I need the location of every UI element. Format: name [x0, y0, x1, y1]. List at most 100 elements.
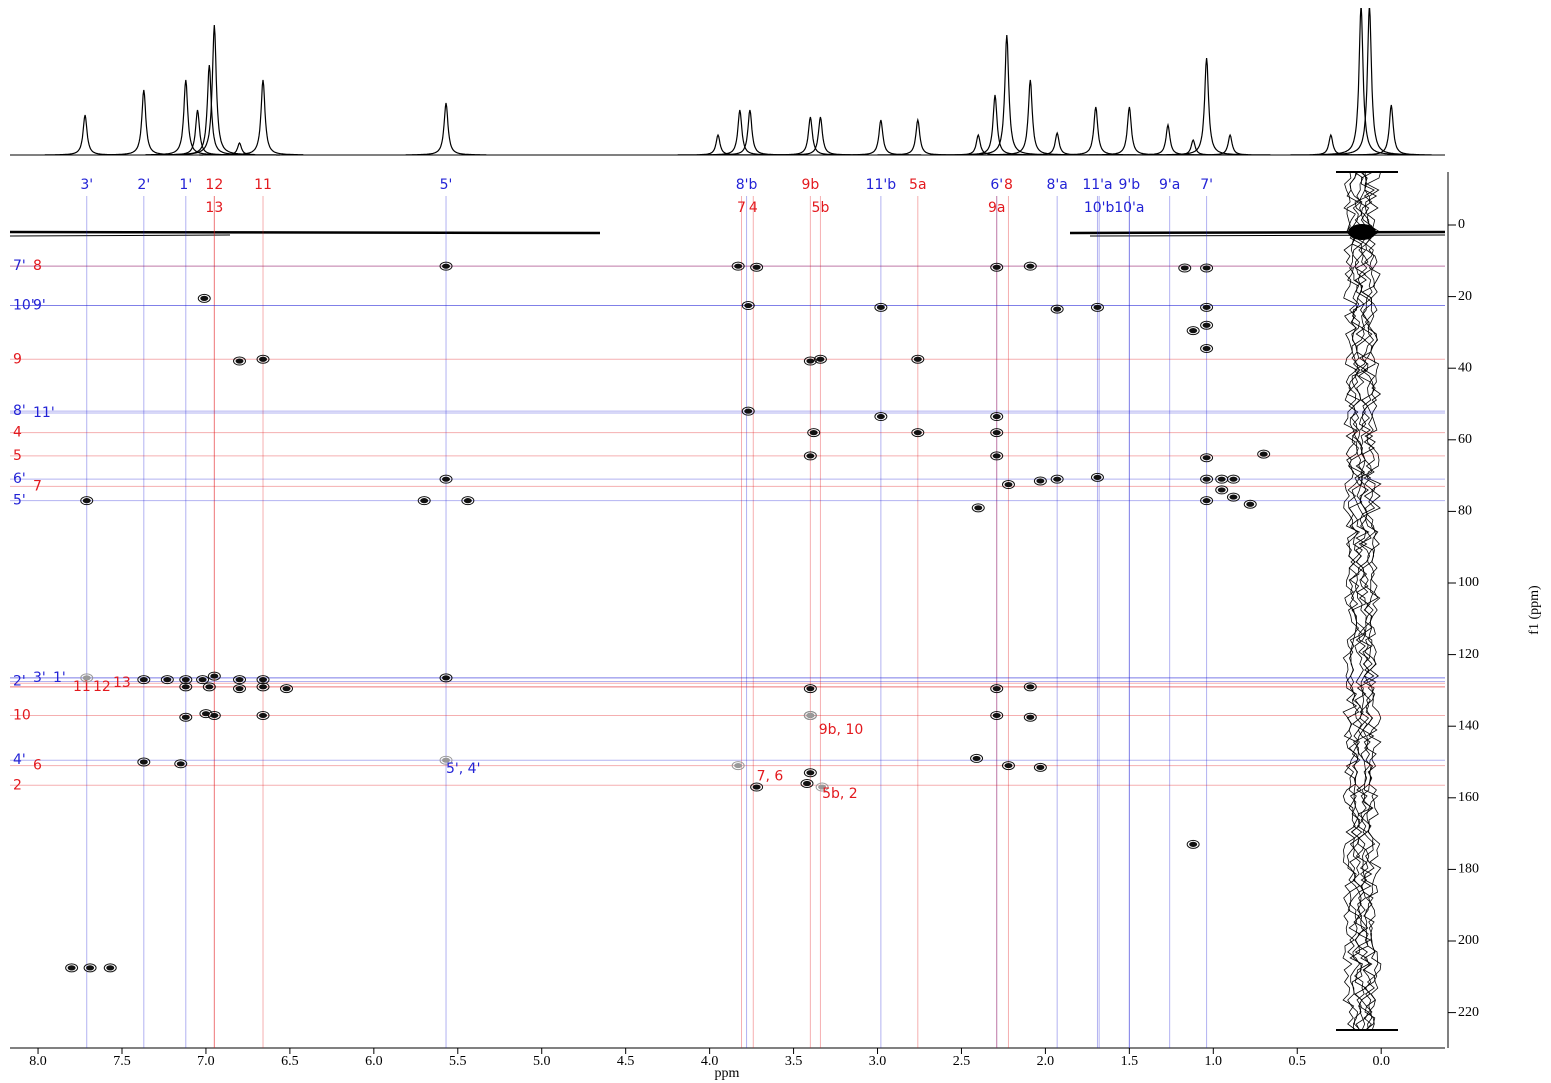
cross-peak-outer: [137, 675, 151, 685]
cross-peak: [181, 714, 190, 720]
assignment-label: 3': [33, 670, 46, 686]
cross-peak: [282, 686, 291, 692]
assignment-label: 5': [13, 493, 26, 509]
cross-peak: [442, 757, 451, 763]
cross-peak-outer: [233, 356, 247, 366]
cross-peak: [992, 413, 1001, 420]
cross-peak: [913, 430, 922, 436]
cross-peak: [992, 430, 1001, 436]
cross-peak-outer: [1200, 320, 1214, 330]
cross-peak-outer: [1001, 761, 1015, 771]
assignment-label: 9'a: [1159, 177, 1180, 193]
t1-noise: [9, 171, 1446, 1031]
cross-peak-outer: [197, 293, 211, 303]
cross-peak-outer: [750, 262, 764, 272]
x-tick-label: 4.0: [701, 1054, 719, 1069]
assignment-label: 7': [13, 258, 26, 274]
cross-peak: [974, 505, 983, 511]
cross-peak: [210, 673, 219, 679]
assignment-label: 4: [749, 200, 758, 216]
annotation: 9b, 10: [819, 722, 864, 738]
cross-peak: [1004, 481, 1013, 488]
cross-peak-outer: [1200, 474, 1214, 484]
cross-peak: [259, 684, 268, 690]
assignment-label: 1': [179, 177, 192, 193]
cross-peak: [235, 686, 244, 692]
cross-peak-outer: [1215, 485, 1229, 495]
cross-peak: [181, 677, 190, 683]
cross-peak: [200, 295, 209, 301]
cross-peak-outer: [256, 710, 270, 720]
cross-peak-outer: [174, 759, 188, 769]
noise-trace: [1354, 171, 1370, 1031]
assignment-label: 2': [13, 673, 26, 689]
assignment-label: 7: [737, 200, 746, 216]
cross-peak-outer: [179, 712, 193, 722]
spectrum-peak: [938, 133, 1019, 156]
spectrum-1d: [44, 8, 1432, 156]
cross-peak: [442, 263, 451, 269]
spectrum-peak: [405, 102, 487, 156]
spectrum-peak: [145, 79, 227, 156]
y-tick-label: 180: [1458, 862, 1479, 877]
cross-peak-outer: [731, 261, 745, 271]
assignment-label: 9': [33, 298, 46, 314]
cross-peak-outer: [417, 496, 431, 506]
cross-peak-outer: [970, 753, 984, 763]
cross-peak: [734, 263, 743, 269]
x-tick-label: 8.0: [29, 1054, 47, 1069]
cross-peak-outer: [256, 675, 270, 685]
cross-peak: [82, 675, 91, 681]
cross-peak-outer: [800, 778, 814, 788]
cross-peak: [106, 965, 115, 971]
cross-peak: [235, 358, 244, 364]
assignment-label: 4: [13, 425, 22, 441]
spectrum-peak: [199, 142, 280, 156]
cross-peak-outer: [80, 496, 94, 506]
cross-peak: [1217, 476, 1226, 482]
cross-peak-outer: [803, 356, 817, 366]
cross-peak-outer: [1257, 449, 1271, 459]
x-tick-label: 0.5: [1289, 1054, 1307, 1069]
x-tick-label: 7.5: [113, 1054, 131, 1069]
cross-peak-outer: [815, 782, 829, 792]
assignment-label: 12: [205, 177, 223, 193]
y-tick-label: 120: [1458, 647, 1479, 662]
cross-peak-outer: [1033, 762, 1047, 772]
x-tick-label: 2.0: [1037, 1054, 1055, 1069]
x-tick-label: 1.5: [1121, 1054, 1139, 1069]
cross-peak-outer: [137, 757, 151, 767]
cross-peak: [744, 408, 753, 414]
cross-peak-outer: [196, 675, 210, 685]
cross-peak: [806, 770, 815, 776]
spectrum-peak: [1166, 57, 1247, 156]
cross-peak: [992, 264, 1001, 270]
assignment-label: 10'a: [1114, 200, 1144, 216]
spectrum-peak: [157, 109, 238, 156]
cross-peak-outer: [990, 262, 1004, 272]
cross-peak-outer: [1200, 263, 1214, 273]
cross-peak-outer: [1023, 712, 1037, 722]
cross-peak-outer: [179, 682, 193, 692]
cross-peak: [420, 498, 429, 504]
noise-blob: [1348, 224, 1376, 240]
cross-peak-outer: [439, 755, 453, 765]
cross-peak: [913, 356, 922, 362]
cross-peak: [992, 686, 1001, 692]
cross-peak: [806, 686, 815, 692]
cross-peak-outer: [280, 684, 294, 694]
cross-peak-outer: [1200, 496, 1214, 506]
cross-peak-outer: [80, 673, 94, 683]
assignment-label: 11': [33, 405, 55, 421]
cross-peak: [818, 784, 827, 790]
cross-peak: [1202, 304, 1211, 310]
assignment-label: 11: [73, 679, 91, 695]
assignment-label: 9b: [801, 177, 819, 193]
cross-peak: [1189, 841, 1198, 847]
assignment-label: 2: [13, 777, 22, 793]
assignment-label: 11'a: [1082, 177, 1112, 193]
cross-peak: [163, 677, 172, 683]
cross-peak-outer: [256, 354, 270, 364]
cross-peak: [803, 780, 811, 787]
